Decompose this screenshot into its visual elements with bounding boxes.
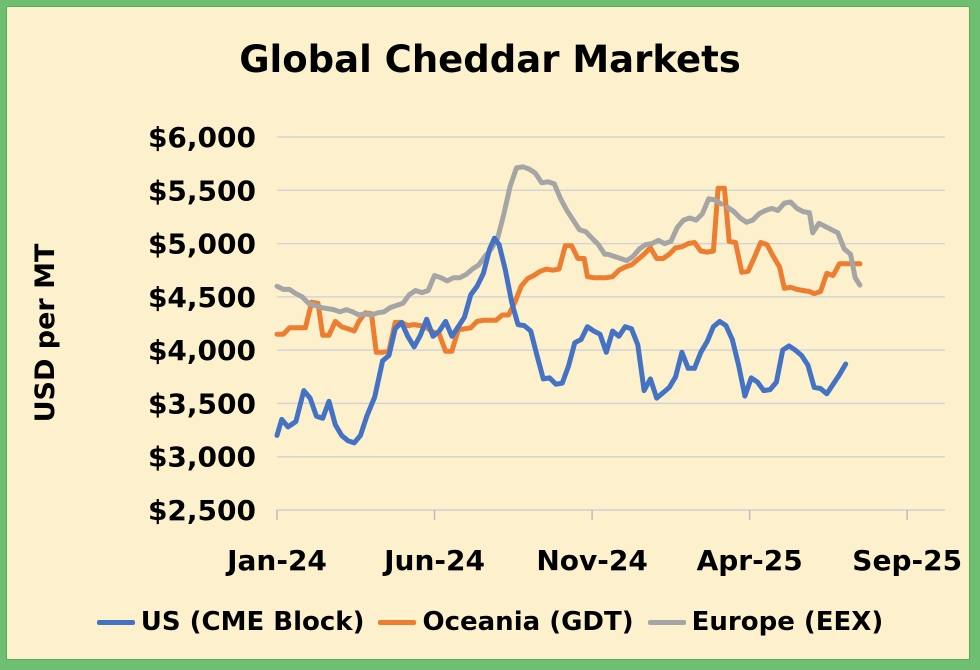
- x-tick-label: Sep-25: [852, 544, 962, 577]
- chart-title: Global Cheddar Markets: [239, 38, 741, 81]
- legend-item-us: US (CME Block): [96, 607, 365, 637]
- y-tick-label: $3,500: [148, 387, 256, 420]
- series-line-europe: [725, 199, 863, 288]
- y-tick-label: $3,000: [148, 441, 256, 474]
- legend-label-oceania: Oceania (GDT): [422, 607, 634, 637]
- x-tick-label: Jan-24: [225, 544, 327, 577]
- x-tick-label: Jun-24: [382, 544, 485, 577]
- legend-label-us: US (CME Block): [140, 607, 365, 637]
- legend-swatch-europe: [647, 619, 686, 625]
- y-tick-label: $6,000: [148, 121, 256, 154]
- y-tick-label: $4,500: [148, 281, 256, 314]
- x-axis-ticks: Jan-24 Jun-24 Nov-24 Apr-25 Sep-25: [225, 510, 962, 577]
- y-tick-label: $2,500: [148, 494, 256, 527]
- y-axis-ticks: $2,500 $3,000 $3,500 $4,000 $4,500 $5,000 $5,5…: [148, 121, 256, 527]
- gridlines: [277, 136, 945, 458]
- legend-swatch-oceania: [378, 619, 417, 625]
- y-axis-title: USD per MT: [30, 243, 61, 422]
- series-line-us: [274, 235, 849, 446]
- x-tick-label: Nov-24: [536, 544, 648, 577]
- legend: US (CME Block) Oceania (GDT) Europe (EEX…: [0, 600, 980, 644]
- legend-swatch-us: [96, 619, 135, 625]
- chart-frame: [6, 6, 970, 660]
- y-tick-label: $4,000: [148, 334, 256, 367]
- y-tick-label: $5,000: [148, 228, 256, 261]
- y-tick-label: $5,500: [148, 174, 256, 207]
- legend-item-europe: Europe (EEX): [647, 607, 884, 637]
- legend-item-oceania: Oceania (GDT): [378, 607, 634, 637]
- series-line-oceania: [274, 185, 863, 355]
- x-tick-label: Apr-25: [697, 544, 803, 577]
- legend-label-europe: Europe (EEX): [691, 607, 884, 637]
- series-lines: [274, 164, 863, 446]
